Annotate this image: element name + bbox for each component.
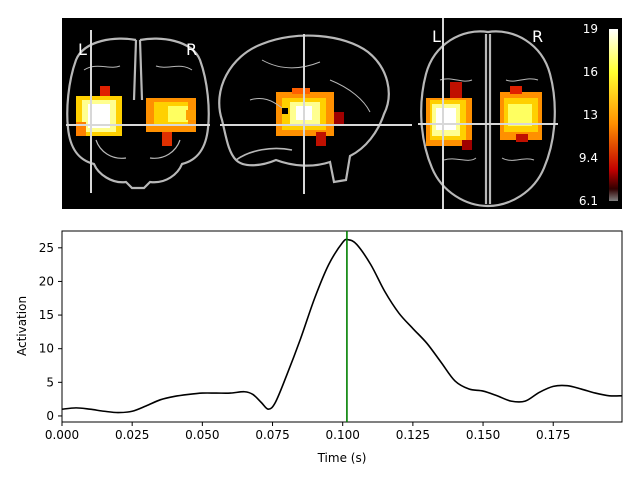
axial-view: L R <box>418 18 558 209</box>
colorbar-tick-label: 13 <box>583 108 598 122</box>
y-axis-label: Activation <box>15 296 29 356</box>
activation-line <box>61 238 623 414</box>
x-tick-label: 0.150 <box>466 428 500 442</box>
axial-outline <box>420 30 556 208</box>
x-tick-label: 0.100 <box>326 428 360 442</box>
sagittal-view <box>218 34 412 194</box>
axial-left-label: L <box>432 27 441 46</box>
x-tick-label: 0.125 <box>396 428 430 442</box>
x-tick-label: 0.025 <box>115 428 149 442</box>
colorbar-tick-label: 16 <box>583 65 598 79</box>
colorbar-ticks: 19 16 13 9.4 6.1 <box>579 22 598 208</box>
coronal-outline <box>66 37 210 190</box>
glass-brain-panel: L R <box>62 18 622 209</box>
colorbar-gradient <box>609 29 618 201</box>
coronal-blobs <box>76 86 196 146</box>
sagittal-outline <box>218 34 390 184</box>
time-course-plot: 0.000 0.025 0.050 0.075 0.100 0.125 0.150 0.175… <box>15 230 623 465</box>
x-tick-label: 0.075 <box>255 428 289 442</box>
x-tick-label: 0.050 <box>185 428 219 442</box>
axial-right-label: R <box>532 27 543 46</box>
colorbar-tick-label: 6.1 <box>579 194 598 208</box>
coronal-view: L R <box>66 30 210 193</box>
y-tick-label: 5 <box>46 375 54 389</box>
coronal-right-label: R <box>186 40 197 59</box>
y-tick-label: 15 <box>39 308 54 322</box>
colorbar: 19 16 13 9.4 6.1 <box>579 22 618 208</box>
y-tick-label: 25 <box>39 241 54 255</box>
y-tick-label: 10 <box>39 342 54 356</box>
axial-blobs <box>426 82 542 150</box>
y-tick-label: 20 <box>39 274 54 288</box>
plot-frame <box>61 230 623 423</box>
x-tick-label: 0.000 <box>45 428 79 442</box>
colorbar-tick-label: 19 <box>583 22 598 36</box>
x-axis-ticks: 0.000 0.025 0.050 0.075 0.100 0.125 0.150 0.175 <box>45 422 570 442</box>
coronal-left-label: L <box>78 40 87 59</box>
x-tick-label: 0.175 <box>536 428 570 442</box>
colorbar-tick-label: 9.4 <box>579 151 598 165</box>
x-axis-label: Time (s) <box>317 451 367 465</box>
y-tick-label: 0 <box>46 409 54 423</box>
y-axis-ticks: 0 5 10 15 20 25 <box>39 241 62 423</box>
